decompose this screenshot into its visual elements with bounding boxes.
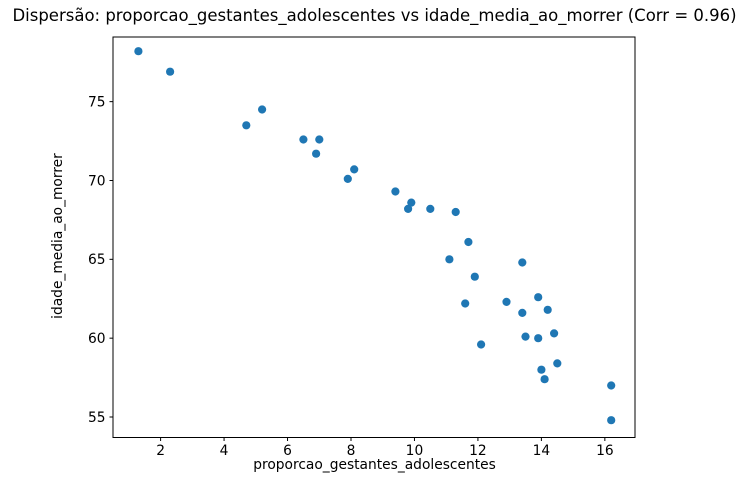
x-tick-label: 6 — [283, 443, 292, 459]
data-point — [607, 381, 616, 390]
x-tick-label: 16 — [596, 443, 614, 459]
x-tick-label: 2 — [156, 443, 165, 459]
x-tick-label: 14 — [533, 443, 551, 459]
data-point — [343, 174, 352, 183]
data-point — [537, 365, 546, 374]
data-point — [166, 67, 175, 76]
x-tick-label: 10 — [406, 443, 424, 459]
data-point — [242, 121, 251, 130]
data-point — [134, 47, 143, 56]
y-tick-label: 75 — [88, 94, 106, 110]
data-point — [518, 308, 527, 317]
data-point — [543, 305, 552, 314]
x-axis-label: proporcao_gestantes_adolescentes — [253, 457, 496, 473]
data-point — [550, 329, 559, 338]
y-tick-label: 55 — [88, 410, 106, 426]
data-point — [312, 149, 321, 158]
x-tick-label: 4 — [220, 443, 229, 459]
data-point — [470, 272, 479, 281]
data-point — [521, 332, 530, 341]
data-point — [518, 258, 527, 267]
data-point — [350, 165, 359, 174]
data-point — [445, 255, 454, 264]
data-point — [451, 207, 460, 217]
data-point — [404, 204, 413, 213]
data-point — [607, 416, 616, 425]
data-point — [464, 237, 473, 247]
chart-title: Dispersão: proporcao_gestantes_adolescen… — [12, 6, 737, 25]
data-point — [502, 297, 511, 306]
data-point — [553, 359, 562, 368]
data-point — [540, 375, 549, 384]
y-tick-label: 70 — [88, 173, 106, 189]
y-axis-label: idade_media_ao_morrer — [50, 153, 66, 319]
data-point — [258, 105, 267, 114]
data-point — [407, 198, 416, 207]
x-tick-label: 8 — [347, 443, 356, 459]
data-point — [534, 334, 543, 343]
data-point — [461, 299, 470, 308]
data-point — [391, 187, 400, 196]
axes-border — [112, 36, 636, 438]
y-tick-label: 60 — [88, 331, 106, 347]
data-point — [315, 135, 324, 144]
x-tick-label: 12 — [469, 443, 487, 459]
data-point — [534, 293, 543, 302]
data-point — [477, 340, 486, 349]
data-point — [426, 204, 435, 213]
y-tick-label: 65 — [88, 252, 106, 268]
data-point — [299, 135, 308, 144]
